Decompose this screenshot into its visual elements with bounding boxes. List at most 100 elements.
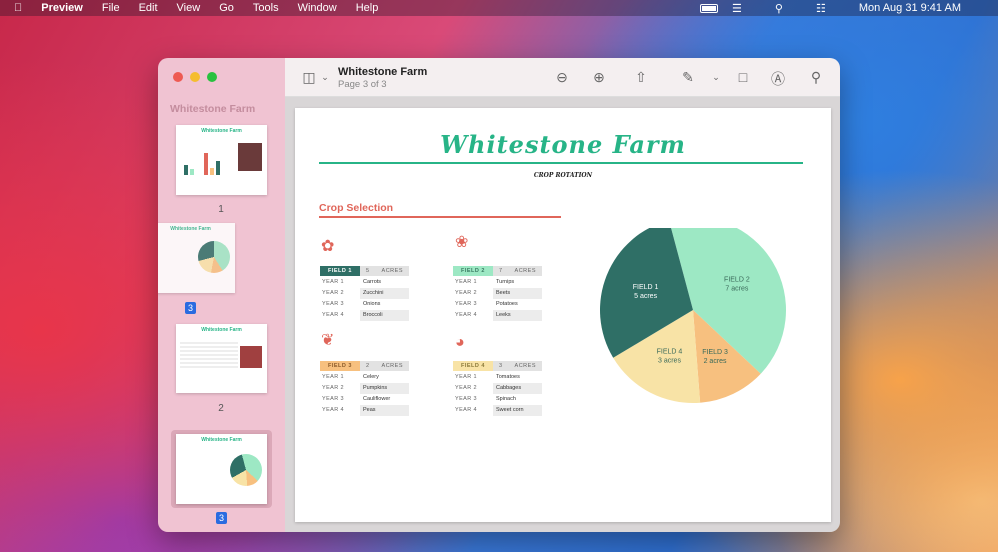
zoom-out-icon[interactable]: ⊖: [556, 69, 568, 85]
thumb-title: Whitestone Farm: [201, 327, 242, 333]
sidebar-menu-chevron-icon[interactable]: ⌄: [321, 72, 329, 82]
table-row: YEAR 3 Spinach: [453, 394, 542, 405]
document-page: Whitestone Farm CROP ROTATION Crop Selec…: [295, 108, 831, 522]
acres-label: ACRES: [381, 363, 403, 369]
minimize-button[interactable]: [190, 72, 200, 82]
crop-name: Cauliflower: [363, 396, 391, 402]
dragged-thumbnail-page-3[interactable]: Whitestone Farm: [158, 223, 235, 293]
control-center-icon[interactable]: ☷: [815, 2, 826, 15]
thumbnail-page-3[interactable]: Whitestone Farm: [176, 434, 267, 504]
field-table-4: FIELD 4 3 ACRES YEAR 1 Tomatoes YEAR 2 Cabbage…: [453, 361, 542, 416]
pie-slice-value-label: 5 acres: [634, 293, 657, 300]
field-name: FIELD 3: [320, 361, 360, 371]
thumb-title: Whitestone Farm: [170, 226, 211, 232]
close-button[interactable]: [173, 72, 183, 82]
page-title: Whitestone Farm: [440, 130, 686, 159]
crop-name: Pumpkins: [360, 383, 409, 394]
pie-slice-label: FIELD 3: [702, 349, 728, 356]
year-label: YEAR 2: [455, 385, 477, 391]
menu-go[interactable]: Go: [210, 2, 234, 14]
table-row: YEAR 4 Sweet corn: [453, 405, 542, 416]
document-title: Whitestone Farm: [338, 66, 428, 78]
crop-name: Celery: [363, 374, 379, 380]
year-label: YEAR 1: [322, 374, 344, 380]
field-acres: 3: [499, 363, 503, 369]
document-view[interactable]: Whitestone Farm CROP ROTATION Crop Selec…: [285, 97, 840, 532]
field-name: FIELD 2: [453, 266, 493, 276]
menu-view[interactable]: View: [168, 2, 201, 14]
year-label: YEAR 1: [455, 279, 477, 285]
thumbnail-page-2[interactable]: Whitestone Farm: [176, 324, 267, 393]
crop-name: Broccoli: [360, 310, 409, 321]
year-label: YEAR 1: [322, 279, 344, 285]
pie-slice-label: FIELD 1: [633, 284, 659, 291]
zoom-button[interactable]: [207, 72, 217, 82]
field-table-2: FIELD 2 7 ACRES YEAR 1 Turnips YEAR 2 Beets YEA…: [453, 266, 542, 321]
table-row: YEAR 1 Carrots: [320, 277, 409, 288]
crop-name: Peas: [360, 405, 409, 416]
spotlight-search-icon[interactable]: ⚲: [774, 2, 783, 15]
apple-menu-icon[interactable]: : [14, 2, 22, 14]
menu-file[interactable]: File: [93, 2, 120, 14]
field-name: FIELD 4: [453, 361, 493, 371]
year-label: YEAR 1: [455, 374, 477, 380]
tomato-icon: ◕: [455, 334, 465, 351]
pie-slice-field-4: [613, 310, 701, 403]
menu-help[interactable]: Help: [347, 2, 379, 14]
share-icon[interactable]: ⇧: [635, 69, 647, 85]
table-row: YEAR 2 Pumpkins: [320, 383, 409, 394]
crop-name: Spinach: [496, 396, 516, 402]
acres-label: ACRES: [381, 268, 403, 274]
menu-tools[interactable]: Tools: [244, 2, 279, 14]
wifi-icon[interactable]: ☰: [732, 2, 742, 15]
crop-name: Sweet corn: [493, 405, 542, 416]
rotate-icon[interactable]: □: [738, 69, 748, 85]
field-acres: 2: [366, 363, 370, 369]
menu-app-preview[interactable]: Preview: [33, 2, 83, 14]
thumb-title: Whitestone Farm: [201, 128, 242, 134]
menu-edit[interactable]: Edit: [130, 2, 158, 14]
drag-page-badge: 3: [185, 302, 196, 314]
year-label: YEAR 3: [322, 301, 344, 307]
menu-window[interactable]: Window: [289, 2, 337, 14]
crop-name: Onions: [363, 301, 381, 307]
crop-name: Tomatoes: [496, 374, 520, 380]
pie-slice-value-label: 2 acres: [704, 358, 727, 365]
table-row: YEAR 1 Tomatoes: [453, 372, 542, 383]
thumbnail-page-1[interactable]: Whitestone Farm: [176, 125, 267, 195]
year-label: YEAR 2: [455, 290, 477, 296]
year-label: YEAR 2: [322, 290, 344, 296]
selected-page-badge: 3: [216, 512, 227, 524]
crop-name: Beets: [493, 288, 542, 299]
pie-slice-field-2: [671, 228, 786, 374]
crop-name: Potatoes: [496, 301, 518, 307]
markup-chevron-icon[interactable]: ⌄: [712, 72, 720, 82]
pie-slice-field-1: [600, 228, 693, 358]
acres-label: ACRES: [514, 268, 536, 274]
crop-name: Turnips: [496, 279, 515, 285]
field-table-3: FIELD 3 2 ACRES YEAR 1 Celery YEAR 2 Pumpkins Y…: [320, 361, 409, 416]
table-row: YEAR 3 Onions: [320, 299, 409, 310]
annotate-icon[interactable]: Ⓐ: [771, 71, 785, 87]
markup-pen-icon[interactable]: ✎: [682, 69, 694, 85]
pie-slice-field-3: [693, 310, 761, 403]
clock[interactable]: Mon Aug 31 9:41 AM: [858, 2, 961, 14]
zoom-in-icon[interactable]: ⊕: [593, 69, 605, 85]
table-row: YEAR 1 Turnips: [453, 277, 542, 288]
menu-bar:  Preview File Edit View Go Tools Window…: [0, 0, 998, 16]
table-row: YEAR 3 Potatoes: [453, 299, 542, 310]
section-rule: [319, 216, 561, 218]
table-row: YEAR 4 Leeks: [453, 310, 542, 321]
crop-name: Zucchini: [360, 288, 409, 299]
search-icon[interactable]: ⚲: [810, 69, 822, 85]
pie-slice-value-label: 3 acres: [658, 357, 681, 364]
thumbnail-sidebar: Whitestone Farm Whitestone Farm 1 Whites…: [158, 58, 285, 532]
year-label: YEAR 3: [455, 301, 477, 307]
field-acres: 7: [499, 268, 503, 274]
year-label: YEAR 4: [322, 312, 344, 318]
sidebar-toggle-icon[interactable]: ◫: [302, 69, 316, 85]
section-heading: Crop Selection: [319, 202, 394, 214]
battery-icon[interactable]: [700, 3, 719, 13]
field-table-1: FIELD 1 5 ACRES YEAR 1 Carrots YEAR 2 Zucchini…: [320, 266, 409, 321]
year-label: YEAR 4: [322, 407, 344, 413]
